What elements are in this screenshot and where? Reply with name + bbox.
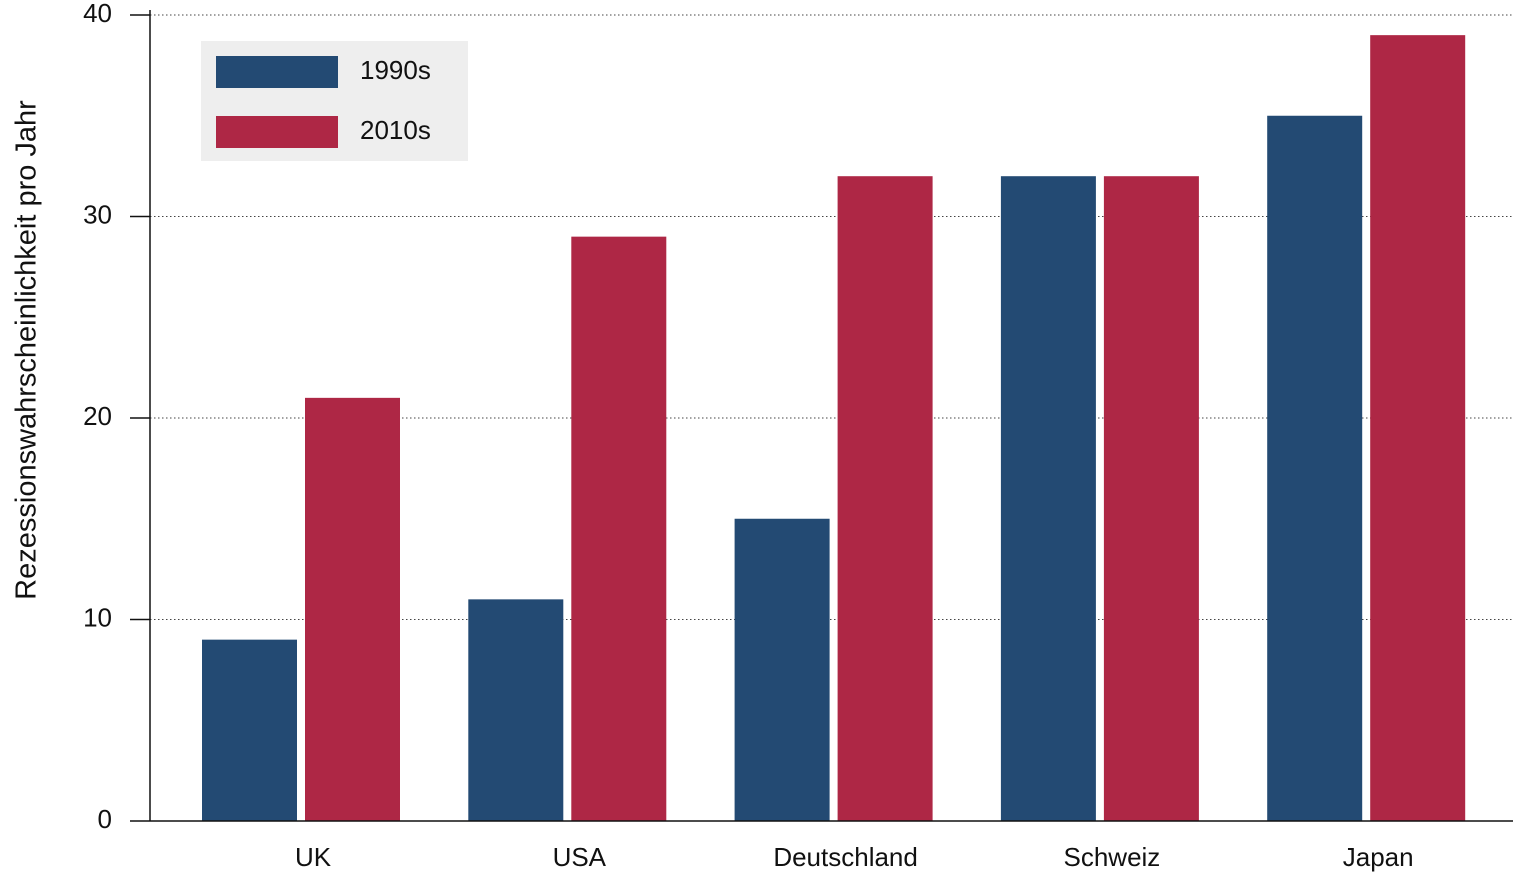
bar xyxy=(1267,115,1363,821)
y-axis-label: Rezessionswahrscheinlichkeit pro Jahr xyxy=(11,100,43,600)
x-tick-label: Deutschland xyxy=(773,842,918,872)
legend-swatch xyxy=(216,56,338,88)
y-tick-label: 30 xyxy=(83,199,112,229)
bar xyxy=(837,176,933,821)
bar xyxy=(734,518,830,821)
bar xyxy=(1370,35,1466,821)
x-tick-label: USA xyxy=(553,842,607,872)
x-tick-label: Japan xyxy=(1343,842,1414,872)
x-tick-label: Schweiz xyxy=(1063,842,1160,872)
legend-label: 1990s xyxy=(360,55,431,85)
x-tick-label: UK xyxy=(295,842,332,872)
y-tick-label: 10 xyxy=(83,602,112,632)
bar xyxy=(571,236,667,821)
legend-swatch xyxy=(216,116,338,148)
bar xyxy=(202,639,297,821)
bar xyxy=(1000,176,1096,821)
y-tick-label: 0 xyxy=(98,804,112,834)
bar xyxy=(468,599,564,821)
bar xyxy=(305,397,400,821)
y-tick-label: 20 xyxy=(83,401,112,431)
y-tick-label: 40 xyxy=(83,0,112,28)
bar xyxy=(1103,176,1199,821)
legend-label: 2010s xyxy=(360,115,431,145)
